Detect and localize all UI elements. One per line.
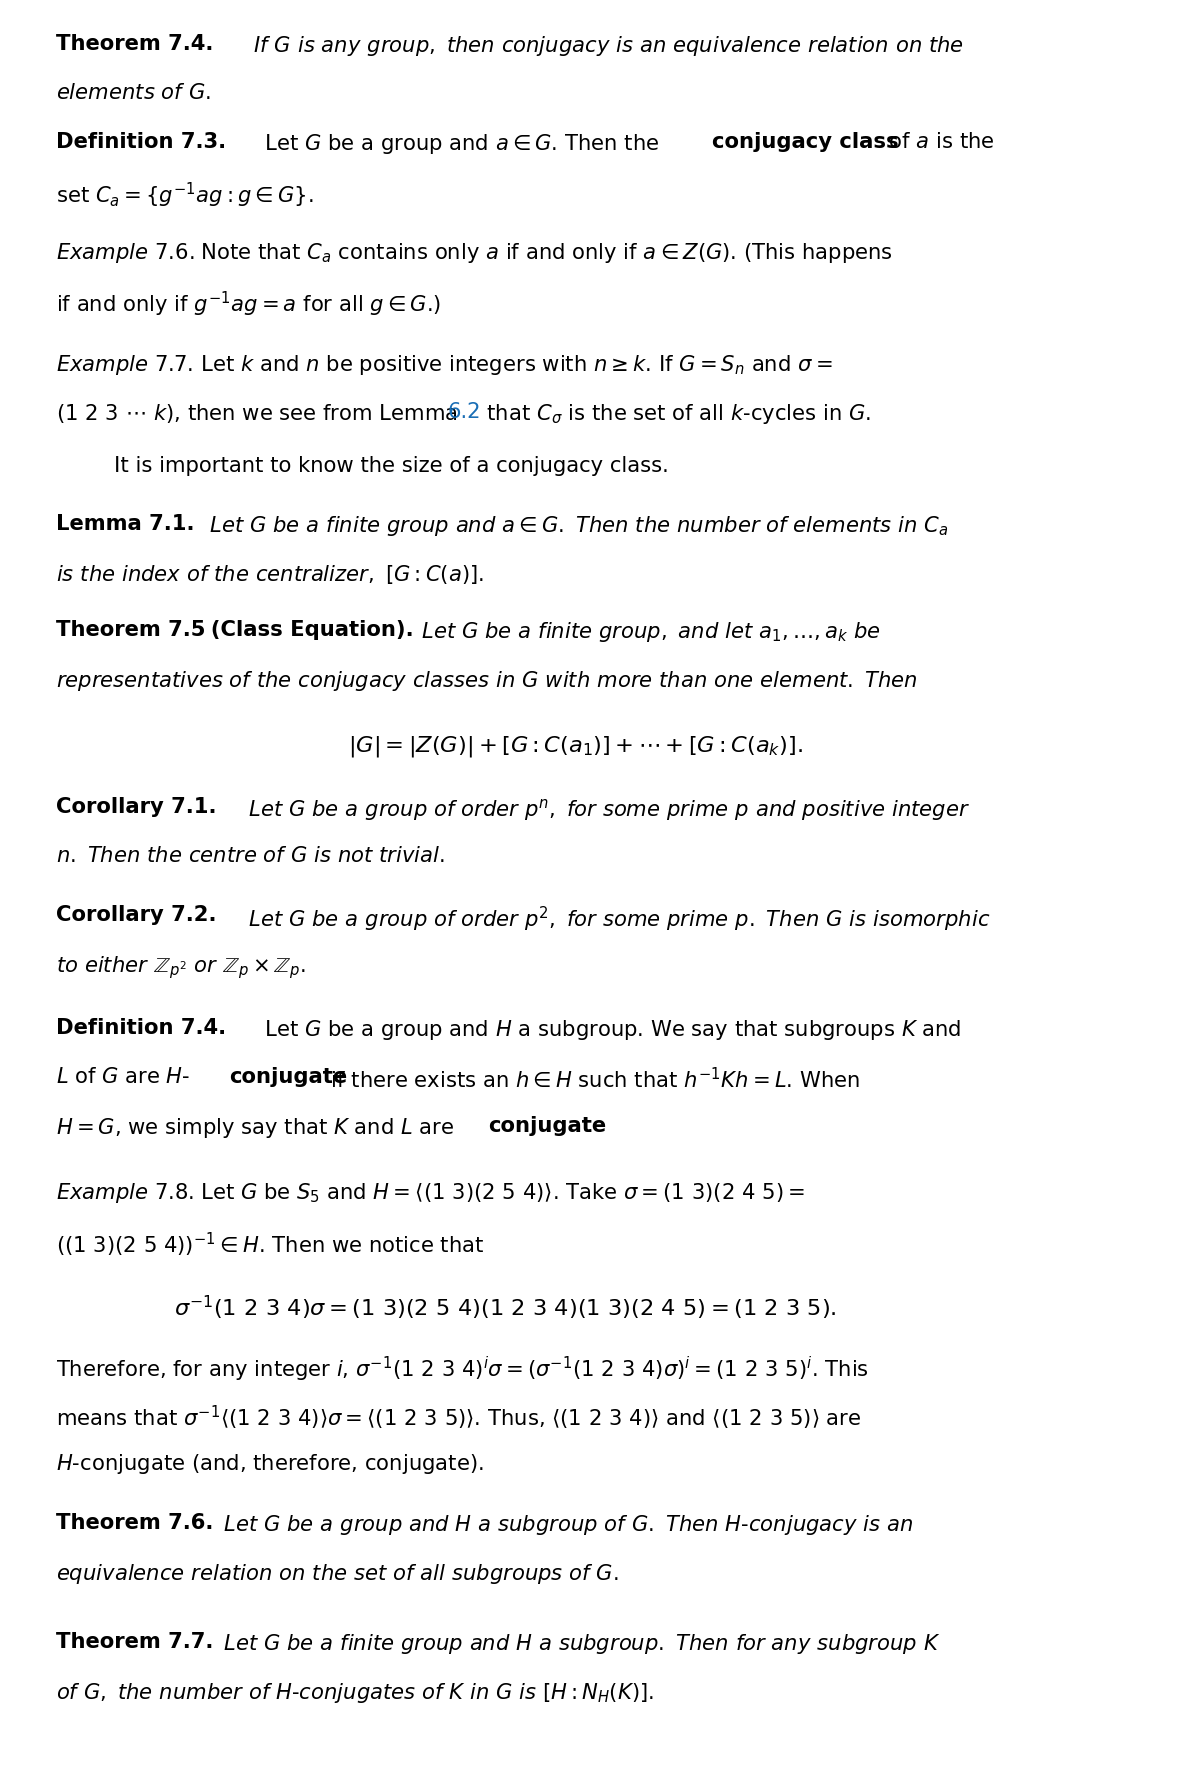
Text: $\mathit{to\ either\ \mathbb{Z}_{p^2}\ or\ \mathbb{Z}_p \times \mathbb{Z}_p.}$: $\mathit{to\ either\ \mathbb{Z}_{p^2}\ o… <box>56 953 307 982</box>
Text: Definition 7.4.: Definition 7.4. <box>56 1018 227 1037</box>
Text: Note that $C_a$ contains only $a$ if and only if $a \in Z(G)$. (This happens: Note that $C_a$ contains only $a$ if and… <box>187 241 893 264</box>
Text: that $C_\sigma$ is the set of all $k$-cycles in $G$.: that $C_\sigma$ is the set of all $k$-cy… <box>480 403 871 426</box>
Text: $\mathit{Example\ 7.7.}$: $\mathit{Example\ 7.7.}$ <box>56 353 193 376</box>
Text: $|G| = |Z(G)| + [G : C(a_1)] + \cdots + [G : C(a_k)].$: $|G| = |Z(G)| + [G : C(a_1)] + \cdots + … <box>348 734 803 759</box>
Text: $\mathit{n.\ Then\ the\ centre\ of\ G\ is\ not\ trivial.}$: $\mathit{n.\ Then\ the\ centre\ of\ G\ i… <box>56 846 445 866</box>
Text: Lemma 7.1.: Lemma 7.1. <box>56 513 194 535</box>
Text: $\mathit{If\ G\ is\ any\ group,\ then\ conjugacy\ is\ an\ equivalence\ relation\: $\mathit{If\ G\ is\ any\ group,\ then\ c… <box>240 34 964 57</box>
Text: $\mathit{elements\ of\ G.}$: $\mathit{elements\ of\ G.}$ <box>56 82 211 103</box>
Text: $\mathit{representatives\ of\ the\ conjugacy\ classes\ in\ G\ with\ more\ than\ : $\mathit{representatives\ of\ the\ conju… <box>56 668 918 693</box>
Text: Therefore, for any integer $i$, $\sigma^{-1}(1\ 2\ 3\ 4)^i\sigma = (\sigma^{-1}(: Therefore, for any integer $i$, $\sigma^… <box>56 1354 869 1383</box>
Text: Corollary 7.1.: Corollary 7.1. <box>56 797 217 816</box>
Text: $(1\ 2\ 3\ \cdots\ k)$, then we see from Lemma: $(1\ 2\ 3\ \cdots\ k)$, then we see from… <box>56 403 460 424</box>
Text: $\mathit{is\ the\ index\ of\ the\ centralizer,\ [G : C(a)].\ }$: $\mathit{is\ the\ index\ of\ the\ centra… <box>56 563 485 586</box>
Text: conjugate: conjugate <box>488 1116 606 1135</box>
Text: if and only if $g^{-1}ag = a$ for all $g \in G$.): if and only if $g^{-1}ag = a$ for all $g… <box>56 289 442 319</box>
Text: Theorem 7.7.: Theorem 7.7. <box>56 1632 214 1652</box>
Text: Theorem 7.6.: Theorem 7.6. <box>56 1513 214 1533</box>
Text: $((1\ 3)(2\ 5\ 4))^{-1} \in H$. Then we notice that: $((1\ 3)(2\ 5\ 4))^{-1} \in H$. Then we … <box>56 1230 485 1258</box>
Text: $H$-conjugate (and, therefore, conjugate).: $H$-conjugate (and, therefore, conjugate… <box>56 1452 484 1475</box>
Text: (Class Equation).: (Class Equation). <box>196 620 413 640</box>
Text: Let $G$ be a group and $a \in G$. Then the: Let $G$ be a group and $a \in G$. Then t… <box>251 132 660 155</box>
Text: if there exists an $h \in H$ such that $h^{-1}Kh = L$. When: if there exists an $h \in H$ such that $… <box>324 1066 860 1092</box>
Text: conjugacy class: conjugacy class <box>712 132 899 151</box>
Text: $\mathit{Let\ G\ be\ a\ finite\ group\ and\ H\ a\ subgroup.\ Then\ for\ any\ sub: $\mathit{Let\ G\ be\ a\ finite\ group\ a… <box>210 1632 941 1655</box>
Text: Let $k$ and $n$ be positive integers with $n \geq k$. If $G = S_n$ and $\sigma =: Let $k$ and $n$ be positive integers wit… <box>187 353 833 376</box>
Text: $\mathit{Example\ 7.8.}$: $\mathit{Example\ 7.8.}$ <box>56 1181 194 1205</box>
Text: Let $G$ be $S_5$ and $H = \langle(1\ 3)(2\ 5\ 4)\rangle$. Take $\sigma = (1\ 3)(: Let $G$ be $S_5$ and $H = \langle(1\ 3)(… <box>187 1181 805 1205</box>
Text: $\mathit{Let\ G\ be\ a\ group\ of\ order\ p^2,\ for\ some\ prime\ p.\ Then\ G\ i: $\mathit{Let\ G\ be\ a\ group\ of\ order… <box>235 905 991 934</box>
Text: conjugate: conjugate <box>229 1066 347 1087</box>
Text: Theorem 7.4.: Theorem 7.4. <box>56 34 214 53</box>
Text: It is important to know the size of a conjugacy class.: It is important to know the size of a co… <box>114 456 668 476</box>
Text: Let $G$ be a group and $H$ a subgroup. We say that subgroups $K$ and: Let $G$ be a group and $H$ a subgroup. W… <box>251 1018 961 1041</box>
Text: $\mathit{Let\ G\ be\ a\ group\ of\ order\ p^n,\ for\ some\ prime\ p\ and\ positi: $\mathit{Let\ G\ be\ a\ group\ of\ order… <box>235 797 971 823</box>
Text: $\mathit{of\ G,\ the\ number\ of\ H\text{-}conjugates\ of\ K\ in\ G\ is\ [H : N_: $\mathit{of\ G,\ the\ number\ of\ H\text… <box>56 1682 654 1705</box>
Text: means that $\sigma^{-1}\langle(1\ 2\ 3\ 4)\rangle\sigma = \langle(1\ 2\ 3\ 5)\ra: means that $\sigma^{-1}\langle(1\ 2\ 3\ … <box>56 1404 862 1431</box>
Text: $\mathit{equivalence\ relation\ on\ the\ set\ of\ all\ subgroups\ of\ G.}$: $\mathit{equivalence\ relation\ on\ the\… <box>56 1561 619 1586</box>
Text: Corollary 7.2.: Corollary 7.2. <box>56 905 217 925</box>
Text: of $a$ is the: of $a$ is the <box>882 132 995 151</box>
Text: $\mathit{Let\ G\ be\ a\ finite\ group,\ and\ let\ a_1, \ldots, a_k\ be}$: $\mathit{Let\ G\ be\ a\ finite\ group,\ … <box>408 620 881 643</box>
Text: $\mathit{Let\ G\ be\ a\ finite\ group\ and\ a \in G.\ Then\ the\ number\ of\ ele: $\mathit{Let\ G\ be\ a\ finite\ group\ a… <box>196 513 948 538</box>
Text: set $C_a = \{g^{-1}ag : g \in G\}$.: set $C_a = \{g^{-1}ag : g \in G\}$. <box>56 180 314 210</box>
Text: Theorem 7.5: Theorem 7.5 <box>56 620 206 640</box>
Text: $L$ of $G$ are $H$-: $L$ of $G$ are $H$- <box>56 1066 191 1087</box>
Text: $\sigma^{-1}(1\ 2\ 3\ 4)\sigma = (1\ 3)(2\ 5\ 4)(1\ 2\ 3\ 4)(1\ 3)(2\ 4\ 5) = (1: $\sigma^{-1}(1\ 2\ 3\ 4)\sigma = (1\ 3)(… <box>174 1294 836 1322</box>
Text: $\mathit{Let\ G\ be\ a\ group\ and\ H\ a\ subgroup\ of\ G.\ Then\ H\text{-}conju: $\mathit{Let\ G\ be\ a\ group\ and\ H\ a… <box>210 1513 913 1536</box>
Text: Definition 7.3.: Definition 7.3. <box>56 132 227 151</box>
Text: $H = G$, we simply say that $K$ and $L$ are: $H = G$, we simply say that $K$ and $L$ … <box>56 1116 456 1139</box>
Text: 6.2: 6.2 <box>448 403 481 422</box>
Text: $\mathit{Example\ 7.6.}$: $\mathit{Example\ 7.6.}$ <box>56 241 194 264</box>
Text: .: . <box>587 1116 594 1135</box>
